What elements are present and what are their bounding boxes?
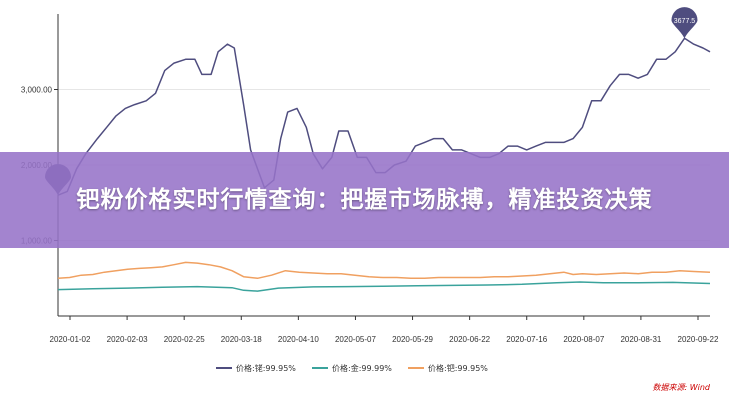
x-tick-label: 2020-01-02 bbox=[50, 335, 91, 344]
marker-label-max: 3677.5 bbox=[674, 18, 696, 25]
series-line-2 bbox=[57, 261, 711, 280]
title-banner: 钯粉价格实时行情查询：把握市场脉搏，精准投资决策 bbox=[0, 152, 729, 248]
legend-label: 价格:铑:99.95% bbox=[236, 363, 296, 373]
x-tick-label: 2020-03-18 bbox=[221, 335, 262, 344]
legend-label: 价格:钯:99.95% bbox=[428, 363, 488, 373]
y-tick-label: 3,000.00 bbox=[21, 86, 53, 95]
x-tick-label: 2020-08-31 bbox=[620, 335, 661, 344]
chart-legend[interactable]: 价格:铑:99.95% 价格:金:99.99% 价格:钯:99.95% bbox=[216, 363, 488, 373]
x-tick-label: 2020-07-16 bbox=[506, 335, 547, 344]
legend-item-0[interactable]: 价格:铑:99.95% bbox=[216, 363, 296, 373]
banner-title: 钯粉价格实时行情查询：把握市场脉搏，精准投资决策 bbox=[76, 187, 653, 213]
series-line-1 bbox=[57, 281, 711, 292]
marker-pin-max bbox=[671, 7, 698, 39]
x-tick-label: 2020-02-25 bbox=[164, 335, 205, 344]
x-tick-label: 2020-06-22 bbox=[449, 335, 490, 344]
x-tick-label: 2020-08-07 bbox=[563, 335, 604, 344]
x-tick-label: 2020-02-03 bbox=[107, 335, 148, 344]
x-tick-label: 2020-05-07 bbox=[335, 335, 376, 344]
x-tick-label: 2020-04-10 bbox=[278, 335, 319, 344]
legend-label: 价格:金:99.99% bbox=[332, 363, 392, 373]
legend-item-2[interactable]: 价格:钯:99.95% bbox=[408, 363, 488, 373]
source-note: 数据来源: Wind bbox=[652, 383, 710, 392]
x-axis: 2020-01-02 2020-02-03 2020-02-25 2020-03-18… bbox=[50, 315, 719, 344]
x-tick-label: 2020-05-29 bbox=[392, 335, 433, 344]
x-tick-label: 2020-09-22 bbox=[678, 335, 719, 344]
legend-item-1[interactable]: 价格:金:99.99% bbox=[312, 363, 392, 373]
